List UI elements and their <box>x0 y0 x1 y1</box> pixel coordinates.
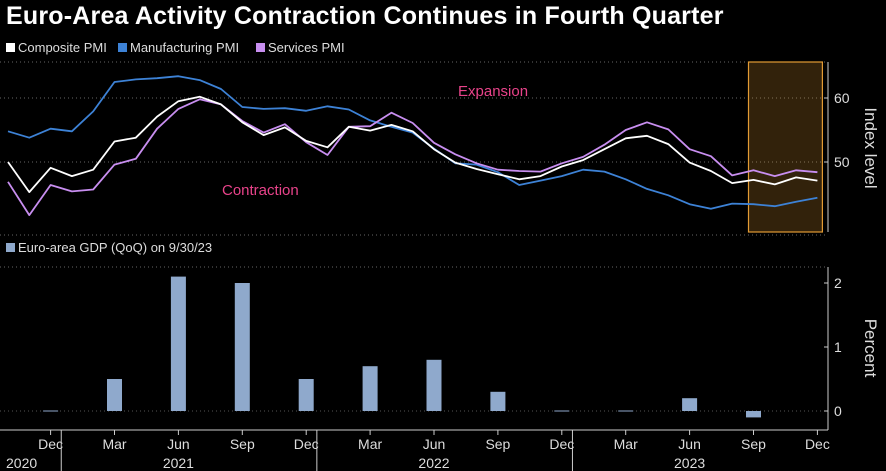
bottom-y-tick-label: 2 <box>834 275 842 291</box>
gdp-bar <box>682 398 698 411</box>
x-tick-label: Dec <box>549 436 574 452</box>
gdp-bar <box>170 276 186 411</box>
x-tick-label: Sep <box>741 436 766 452</box>
x-tick-label: Sep <box>485 436 510 452</box>
manufacturing-pmi-line <box>7 75 818 210</box>
x-year-label: 2020 <box>6 455 37 471</box>
legend-swatch-manufacturing <box>118 43 127 52</box>
legend-swatch-composite <box>6 43 15 52</box>
legend-swatch-services <box>256 43 265 52</box>
gdp-bar <box>746 411 761 418</box>
gdp-bar <box>490 391 506 411</box>
legend-label-manufacturing: Manufacturing PMI <box>130 40 239 55</box>
x-tick-label: Jun <box>167 436 190 452</box>
chart-title: Euro-Area Activity Contraction Continues… <box>6 2 724 30</box>
annotation-contraction: Contraction <box>222 182 299 199</box>
x-axis: Dec Mar Jun Sep Dec Mar Jun Sep Dec Mar Jun Sep Dec2… <box>0 429 830 471</box>
gdp-bar <box>426 359 442 411</box>
bottom-y-axis-title: Percent <box>861 319 880 378</box>
x-tick-label: Sep <box>230 436 255 452</box>
legend-label-composite: Composite PMI <box>18 40 107 55</box>
top-legend: Composite PMI Manufacturing PMI Services… <box>6 40 345 55</box>
x-tick-label: Dec <box>294 436 319 452</box>
x-year-label: 2022 <box>418 455 449 471</box>
x-tick-label: Mar <box>358 436 382 452</box>
highlight-band <box>747 61 824 233</box>
bottom-y-tick-label: 1 <box>834 339 842 355</box>
bottom-y-tick-label: 0 <box>834 403 842 419</box>
x-year-label: 2021 <box>163 455 194 471</box>
composite-pmi-line <box>7 95 818 194</box>
panel-frames <box>0 61 828 268</box>
gdp-bar <box>107 379 122 411</box>
gdp-bar <box>234 283 250 411</box>
gdp-bar <box>362 366 378 411</box>
x-tick-label: Dec <box>805 436 830 452</box>
x-tick-label: Dec <box>38 436 63 452</box>
top-y-tick-label: 60 <box>834 90 850 106</box>
legend-label-services: Services PMI <box>268 40 345 55</box>
legend-label-gdp: Euro-area GDP (QoQ) on 9/30/23 <box>18 240 212 255</box>
services-pmi-line <box>7 98 818 217</box>
x-year-label: 2023 <box>674 455 705 471</box>
x-tick-label: Mar <box>614 436 638 452</box>
legend-swatch-gdp <box>6 243 15 252</box>
gdp-bar <box>298 379 314 411</box>
x-tick-label: Jun <box>678 436 701 452</box>
gdp-panel: 0 1 2 <box>0 267 842 430</box>
annotation-expansion: Expansion <box>458 83 528 100</box>
pmi-panel: 50 60 <box>7 61 850 233</box>
x-tick-label: Mar <box>102 436 126 452</box>
bottom-legend: Euro-area GDP (QoQ) on 9/30/23 <box>6 240 212 255</box>
x-tick-label: Jun <box>423 436 446 452</box>
top-y-axis-title: Index level <box>861 107 880 188</box>
top-y-tick-label: 50 <box>834 154 850 170</box>
